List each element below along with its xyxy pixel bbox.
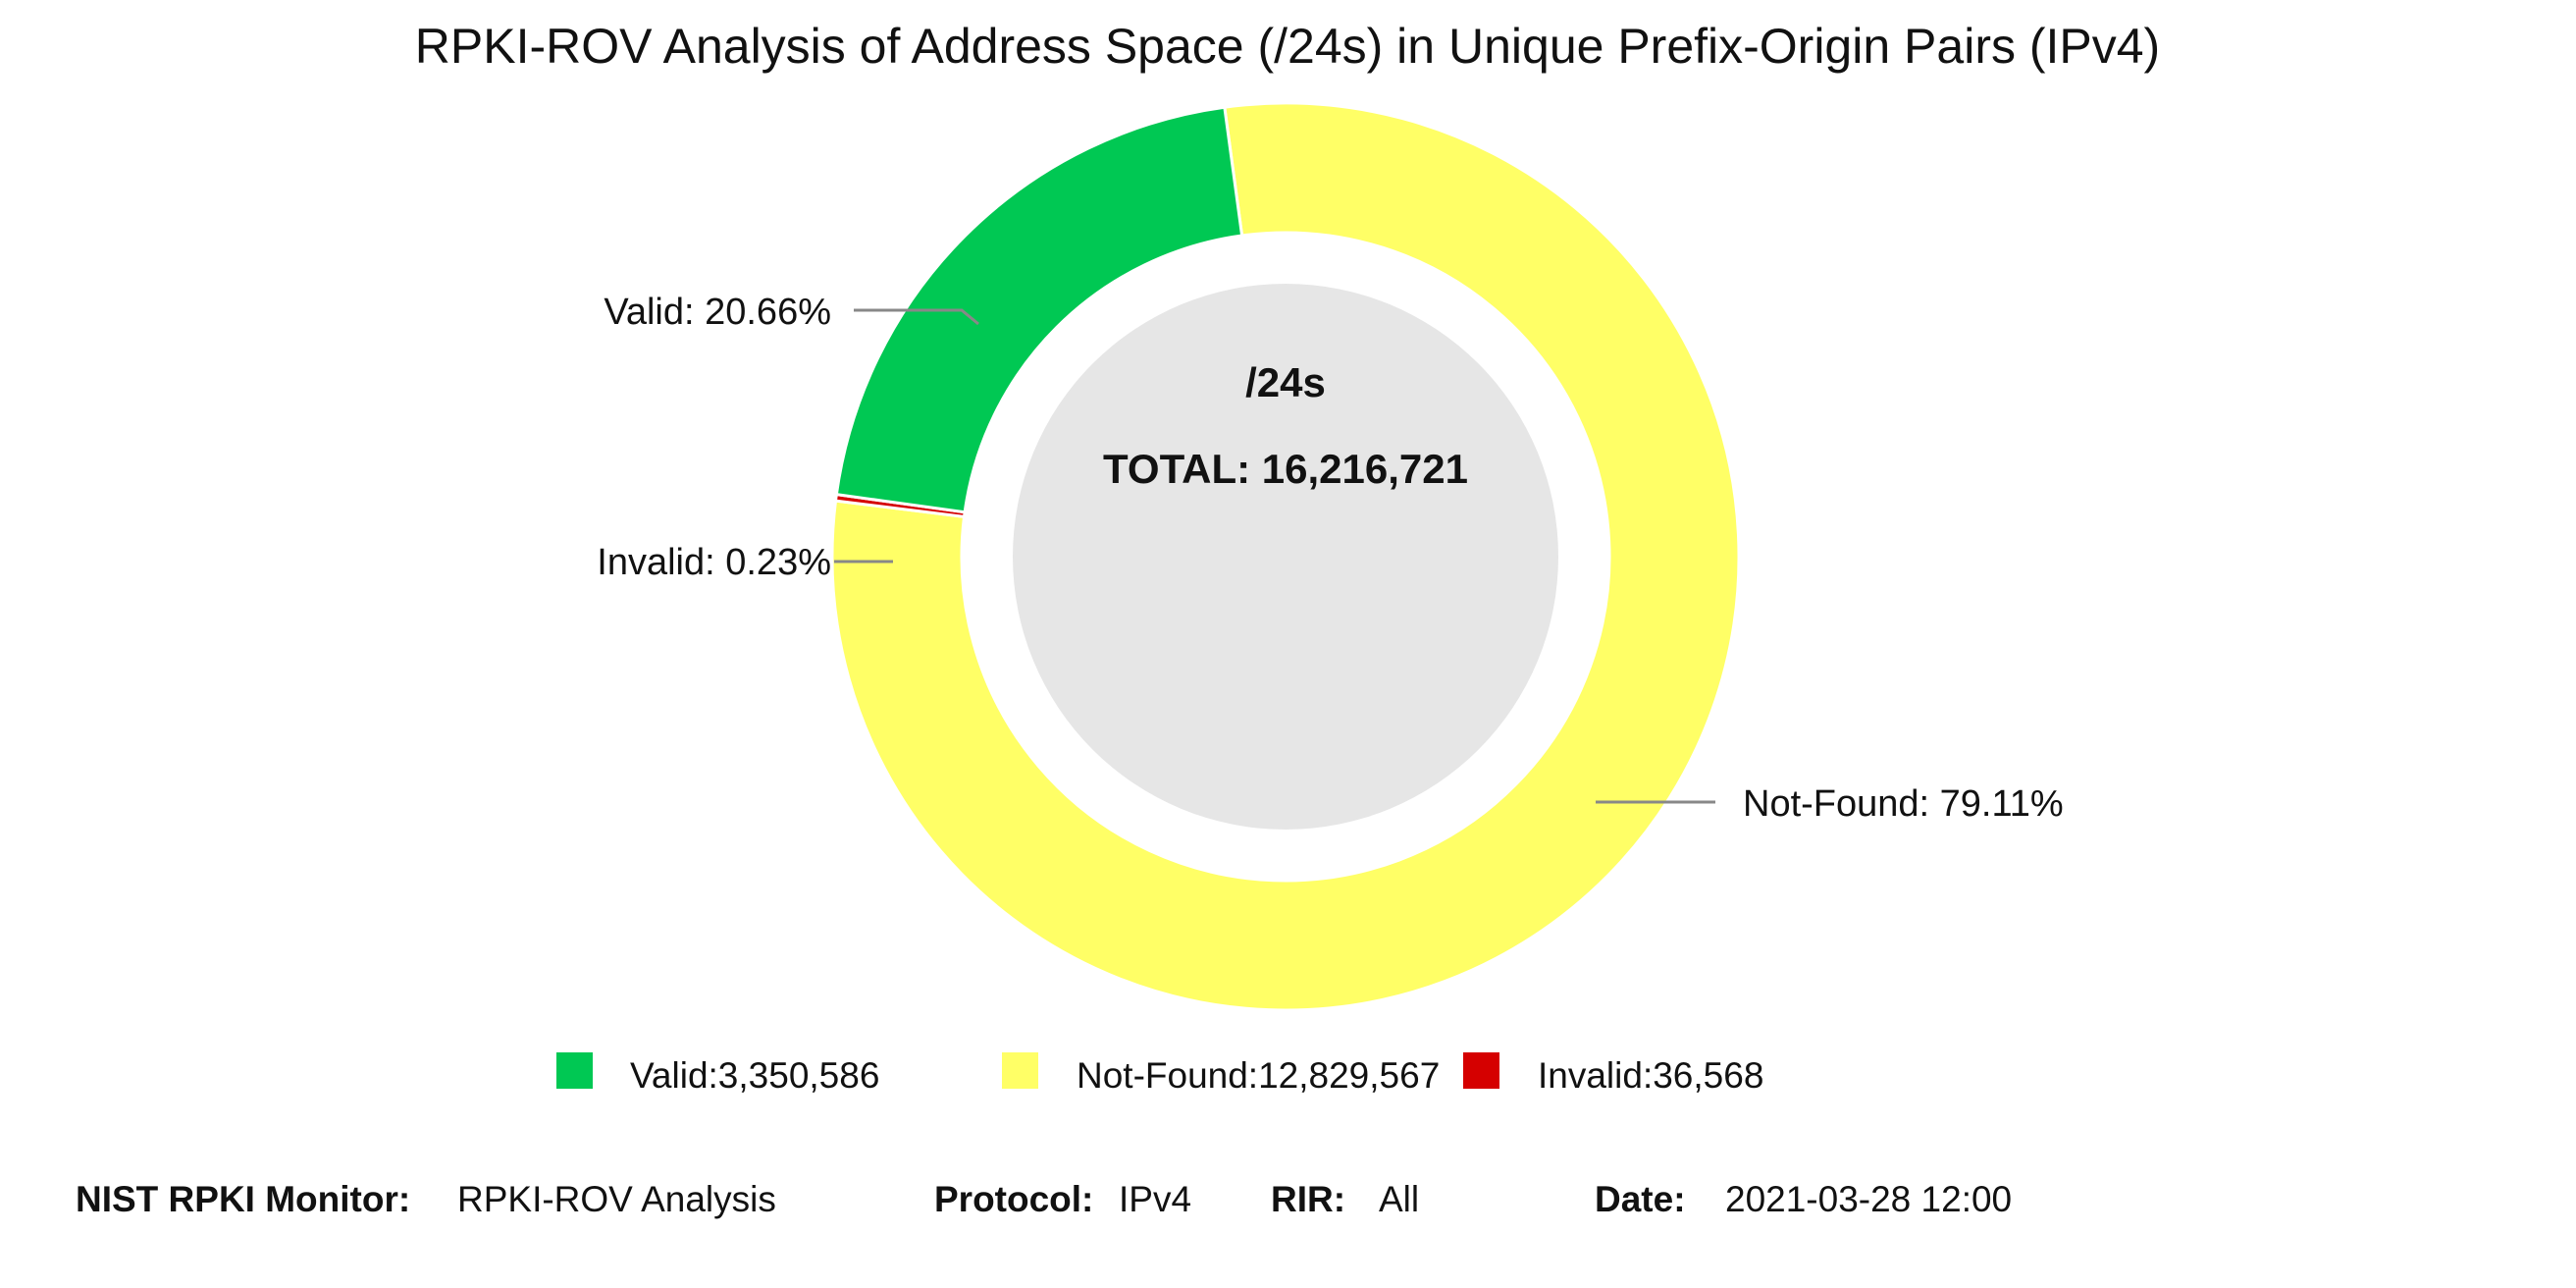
footer-rir-label: RIR: <box>1271 1179 1345 1219</box>
chart-legend: Valid:3,350,586 Not-Found:12,829,567 Inv… <box>556 1052 1763 1096</box>
chart-title: RPKI-ROV Analysis of Address Space (/24s… <box>415 19 2160 74</box>
footer-monitor-value: RPKI-ROV Analysis <box>457 1179 776 1219</box>
footer-monitor-label: NIST RPKI Monitor: <box>76 1179 410 1219</box>
center-unit-label: /24s <box>1245 359 1326 405</box>
legend-swatch-valid <box>556 1052 593 1089</box>
center-total-label: TOTAL: 16,216,721 <box>1103 446 1468 492</box>
legend-swatch-not-found <box>1002 1052 1038 1089</box>
donut-slices <box>830 101 1741 1012</box>
legend-label-invalid: Invalid:36,568 <box>1538 1055 1763 1096</box>
footer-date-label: Date: <box>1595 1179 1686 1219</box>
donut-slice-not-found <box>830 101 1741 1012</box>
slice-label-invalid: Invalid: 0.23% <box>597 542 831 583</box>
slice-leader-lines <box>834 308 1715 804</box>
footer-date-value: 2021-03-28 12:00 <box>1725 1179 2012 1219</box>
leader-line-valid <box>854 308 979 326</box>
footer-rir-value: All <box>1379 1179 1419 1219</box>
footer-protocol-label: Protocol: <box>934 1179 1093 1219</box>
report-footer: NIST RPKI Monitor: RPKI-ROV Analysis Pro… <box>76 1179 2012 1219</box>
center-disc <box>1013 284 1558 830</box>
legend-swatch-invalid <box>1463 1052 1499 1089</box>
legend-label-not-found: Not-Found:12,829,567 <box>1077 1055 1440 1096</box>
footer-protocol-value: IPv4 <box>1119 1179 1191 1219</box>
donut-slice-valid <box>834 105 1244 514</box>
slice-label-not-found: Not-Found: 79.11% <box>1743 783 2064 825</box>
slice-label-valid: Valid: 20.66% <box>604 292 831 333</box>
legend-label-valid: Valid:3,350,586 <box>630 1055 879 1096</box>
